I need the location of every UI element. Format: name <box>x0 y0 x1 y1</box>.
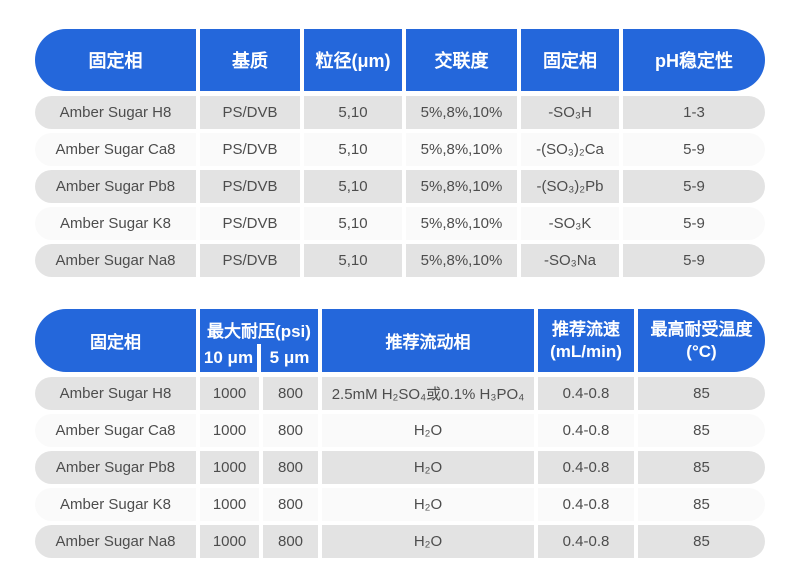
cell-particle-size: 5,10 <box>304 133 402 166</box>
cell-ph-stability: 1-3 <box>623 96 765 129</box>
cell-pressure-10um: 1000 <box>200 377 259 410</box>
cell-pressure-5um: 800 <box>263 377 318 410</box>
header-flow-rate: 推荐流速 (mL/min) <box>538 309 634 372</box>
cell-flow-rate: 0.4-0.8 <box>538 488 634 521</box>
cell-flow-rate: 0.4-0.8 <box>538 451 634 484</box>
cell-flow-rate: 0.4-0.8 <box>538 414 634 447</box>
cell-max-temperature: 85 <box>638 488 765 521</box>
cell-matrix: PS/DVB <box>200 170 300 203</box>
table-row: Amber Sugar Ca8 1000 800 H₂O 0.4-0.8 85 <box>35 414 765 447</box>
table-row: Amber Sugar Na8 PS/DVB 5,10 5%,8%,10% -S… <box>35 244 765 277</box>
header-stationary-phase: 固定相 <box>35 29 196 91</box>
table-row: Amber Sugar Pb8 1000 800 H₂O 0.4-0.8 85 <box>35 451 765 484</box>
cell-max-temperature: 85 <box>638 377 765 410</box>
header-particle-size: 粒径(μm) <box>304 29 402 91</box>
header-matrix: 基质 <box>200 29 300 91</box>
header-max-pressure: 最大耐压(psi) <box>207 322 311 342</box>
specs-table-header: 固定相 基质 粒径(μm) 交联度 固定相 pH稳定性 <box>35 29 765 91</box>
cell-ph-stability: 5-9 <box>623 170 765 203</box>
cell-particle-size: 5,10 <box>304 170 402 203</box>
cell-product-name: Amber Sugar H8 <box>35 377 196 410</box>
cell-ph-stability: 5-9 <box>623 133 765 166</box>
cell-mobile-phase: H₂O <box>322 525 534 558</box>
header-stationary-phase: 固定相 <box>35 309 196 372</box>
cell-product-name: Amber Sugar Ca8 <box>35 414 196 447</box>
conditions-table-header: 固定相 最大耐压(psi) 10 μm 5 μm 推荐流动相 推荐流速 (mL/… <box>35 309 765 372</box>
cell-pressure-5um: 800 <box>263 488 318 521</box>
cell-crosslinking: 5%,8%,10% <box>406 244 517 277</box>
table-row: Amber Sugar Ca8 PS/DVB 5,10 5%,8%,10% -(… <box>35 133 765 166</box>
table-row: Amber Sugar H8 PS/DVB 5,10 5%,8%,10% -SO… <box>35 96 765 129</box>
cell-matrix: PS/DVB <box>200 133 300 166</box>
header-10um: 10 μm <box>203 348 254 367</box>
table-row: Amber Sugar K8 1000 800 H₂O 0.4-0.8 85 <box>35 488 765 521</box>
cell-ph-stability: 5-9 <box>623 244 765 277</box>
cell-crosslinking: 5%,8%,10% <box>406 133 517 166</box>
cell-product-name: Amber Sugar Na8 <box>35 525 196 558</box>
cell-flow-rate: 0.4-0.8 <box>538 525 634 558</box>
cell-mobile-phase: H₂O <box>322 488 534 521</box>
cell-pressure-5um: 800 <box>263 414 318 447</box>
cell-max-temperature: 85 <box>638 451 765 484</box>
cell-product-name: Amber Sugar Pb8 <box>35 451 196 484</box>
header-max-temperature: 最高耐受温度 (°C) <box>638 309 765 372</box>
cell-max-temperature: 85 <box>638 525 765 558</box>
header-max-pressure-group: 最大耐压(psi) 10 μm 5 μm <box>200 309 318 372</box>
cell-particle-size: 5,10 <box>304 96 402 129</box>
cell-mobile-phase: 2.5mM H₂SO₄或0.1% H₃PO₄ <box>322 377 534 410</box>
cell-functional-group: -SO₃Na <box>521 244 619 277</box>
cell-mobile-phase: H₂O <box>322 451 534 484</box>
cell-functional-group: -(SO₃)₂Pb <box>521 170 619 203</box>
specs-table: 固定相 基质 粒径(μm) 交联度 固定相 pH稳定性 Amber Sugar … <box>35 29 765 277</box>
cell-pressure-5um: 800 <box>263 451 318 484</box>
subcolumn-divider <box>257 344 261 372</box>
cell-mobile-phase: H₂O <box>322 414 534 447</box>
cell-particle-size: 5,10 <box>304 207 402 240</box>
conditions-table: 固定相 最大耐压(psi) 10 μm 5 μm 推荐流动相 推荐流速 (mL/… <box>35 309 765 558</box>
header-functional-group: 固定相 <box>521 29 619 91</box>
cell-crosslinking: 5%,8%,10% <box>406 207 517 240</box>
cell-functional-group: -SO₃H <box>521 96 619 129</box>
cell-crosslinking: 5%,8%,10% <box>406 170 517 203</box>
cell-product-name: Amber Sugar H8 <box>35 96 196 129</box>
header-5um: 5 μm <box>269 348 310 367</box>
cell-ph-stability: 5-9 <box>623 207 765 240</box>
cell-functional-group: -(SO₃)₂Ca <box>521 133 619 166</box>
header-crosslinking: 交联度 <box>406 29 517 91</box>
table-row: Amber Sugar H8 1000 800 2.5mM H₂SO₄或0.1%… <box>35 377 765 410</box>
cell-max-temperature: 85 <box>638 414 765 447</box>
cell-functional-group: -SO₃K <box>521 207 619 240</box>
cell-matrix: PS/DVB <box>200 244 300 277</box>
header-mobile-phase: 推荐流动相 <box>322 309 534 372</box>
cell-product-name: Amber Sugar K8 <box>35 207 196 240</box>
table-row: Amber Sugar Na8 1000 800 H₂O 0.4-0.8 85 <box>35 525 765 558</box>
cell-pressure-10um: 1000 <box>200 525 259 558</box>
cell-matrix: PS/DVB <box>200 96 300 129</box>
cell-product-name: Amber Sugar Pb8 <box>35 170 196 203</box>
cell-pressure-10um: 1000 <box>200 451 259 484</box>
header-ph-stability: pH稳定性 <box>623 29 765 91</box>
cell-particle-size: 5,10 <box>304 244 402 277</box>
table-row: Amber Sugar Pb8 PS/DVB 5,10 5%,8%,10% -(… <box>35 170 765 203</box>
cell-flow-rate: 0.4-0.8 <box>538 377 634 410</box>
cell-product-name: Amber Sugar Ca8 <box>35 133 196 166</box>
table-row: Amber Sugar K8 PS/DVB 5,10 5%,8%,10% -SO… <box>35 207 765 240</box>
header-pressure-subcolumns: 10 μm 5 μm <box>200 344 318 372</box>
cell-matrix: PS/DVB <box>200 207 300 240</box>
cell-crosslinking: 5%,8%,10% <box>406 96 517 129</box>
cell-pressure-5um: 800 <box>263 525 318 558</box>
cell-pressure-10um: 1000 <box>200 414 259 447</box>
cell-pressure-10um: 1000 <box>200 488 259 521</box>
cell-product-name: Amber Sugar Na8 <box>35 244 196 277</box>
cell-product-name: Amber Sugar K8 <box>35 488 196 521</box>
